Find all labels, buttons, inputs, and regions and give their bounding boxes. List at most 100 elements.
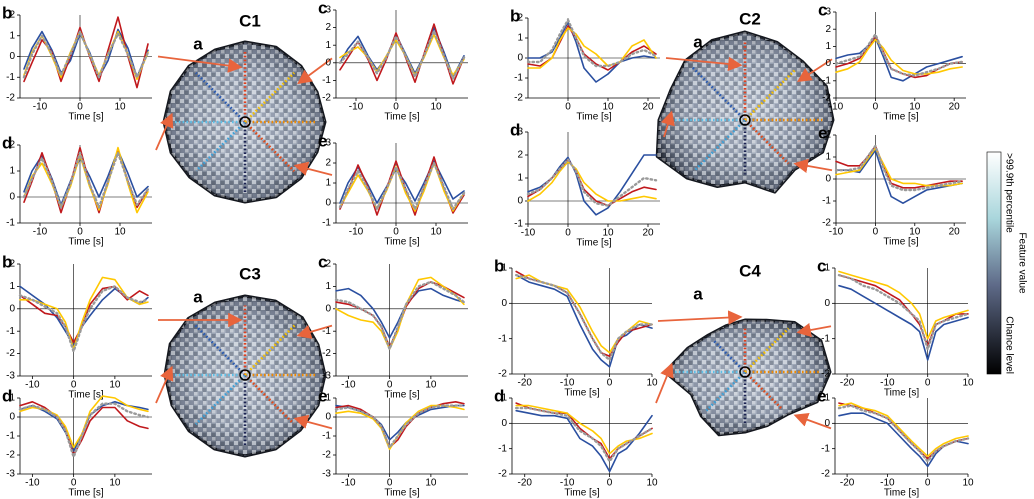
panel-letter: c bbox=[817, 256, 826, 275]
y-tick-label: -2 bbox=[6, 93, 15, 104]
series-line bbox=[527, 27, 657, 69]
cluster-title: C2 bbox=[739, 9, 761, 28]
arrow bbox=[796, 58, 833, 82]
y-tick-label: 0 bbox=[824, 418, 830, 429]
series-line bbox=[339, 156, 465, 216]
panel-letter: a bbox=[193, 34, 203, 53]
arrow bbox=[793, 158, 833, 173]
panel-letter: e bbox=[318, 131, 327, 150]
x-tick-label: 0 bbox=[873, 102, 879, 113]
arrow bbox=[665, 56, 743, 72]
trajectory-spoke bbox=[744, 68, 797, 121]
x-axis-label: Time [s] bbox=[68, 237, 103, 248]
y-tick-label: 1 bbox=[501, 263, 507, 274]
series-line bbox=[22, 151, 150, 209]
y-tick-label: 1 bbox=[9, 393, 15, 404]
series-line bbox=[837, 273, 970, 351]
x-tick-label: 10 bbox=[962, 378, 974, 389]
series-line bbox=[19, 276, 149, 350]
x-tick-label: -10 bbox=[349, 227, 364, 238]
x-axis-label: Time [s] bbox=[883, 237, 918, 248]
series-line bbox=[835, 147, 963, 187]
series-line bbox=[835, 38, 963, 75]
trajectory-spoke bbox=[744, 371, 784, 411]
x-tick-label: -10 bbox=[25, 380, 40, 391]
cluster-title: C1 bbox=[239, 11, 261, 30]
trajectory-spoke bbox=[194, 374, 246, 426]
y-tick-label: 1 bbox=[824, 393, 830, 404]
arrow bbox=[297, 57, 333, 85]
y-tick-label: -2 bbox=[498, 469, 507, 480]
series-line bbox=[515, 404, 653, 455]
series-line bbox=[335, 401, 465, 449]
y-tick-label: -1 bbox=[322, 326, 331, 337]
arrow bbox=[793, 412, 832, 430]
series-line bbox=[526, 158, 658, 207]
y-tick-label: 0 bbox=[517, 196, 523, 207]
arrow bbox=[657, 310, 743, 325]
x-axis-label: Time [s] bbox=[564, 388, 599, 399]
embedding-center bbox=[239, 369, 251, 381]
x-axis-label: Time [s] bbox=[884, 488, 919, 499]
series-line bbox=[515, 402, 653, 460]
series-line bbox=[335, 287, 465, 339]
y-tick-label: 1 bbox=[517, 33, 523, 44]
arrow bbox=[155, 112, 174, 151]
embedding: C3 a bbox=[155, 264, 333, 458]
x-tick-label: -10 bbox=[829, 227, 844, 238]
colorbar: Feature value>99.9th percentile Chance le… bbox=[986, 151, 1027, 375]
y-tick-label: 3 bbox=[825, 7, 831, 18]
series-line bbox=[338, 29, 466, 80]
series-line bbox=[339, 162, 465, 212]
panel-letter: a bbox=[693, 284, 703, 303]
arrow bbox=[660, 110, 675, 138]
colorbar-label: Chance level bbox=[1003, 316, 1014, 374]
y-tick-label: -1 bbox=[498, 333, 507, 344]
series-line bbox=[338, 161, 466, 211]
x-tick-label: 10 bbox=[646, 478, 658, 489]
panel-letter: c bbox=[318, 252, 327, 271]
y-tick-label: -1 bbox=[322, 431, 331, 442]
x-tick-label: 10 bbox=[602, 102, 614, 113]
x-tick-label: 0 bbox=[393, 102, 399, 113]
y-tick-label: -2 bbox=[322, 450, 331, 461]
series-line bbox=[838, 412, 969, 468]
x-axis-label: Time [s] bbox=[564, 488, 599, 499]
x-tick-label: 10 bbox=[962, 478, 974, 489]
y-tick-label: 2 bbox=[517, 13, 523, 24]
y-tick-label: -2 bbox=[322, 93, 331, 104]
panel-letter: d bbox=[2, 386, 12, 405]
x-axis-label: Time [s] bbox=[68, 390, 103, 401]
y-tick-label: -2 bbox=[821, 469, 830, 480]
x-tick-label: 0 bbox=[607, 378, 613, 389]
y-tick-label: -1 bbox=[322, 218, 331, 229]
x-axis-label: Time [s] bbox=[68, 488, 103, 499]
x-axis-label: Time [s] bbox=[68, 112, 103, 123]
x-tick-label: -10 bbox=[33, 102, 48, 113]
x-axis-label: Time [s] bbox=[384, 112, 419, 123]
panel-letter: d bbox=[510, 120, 520, 139]
x-tick-label: 10 bbox=[425, 478, 437, 489]
x-axis-label: Time [s] bbox=[384, 237, 419, 248]
y-tick-label: 1 bbox=[9, 30, 15, 41]
y-tick-label: 1 bbox=[325, 178, 331, 189]
y-tick-label: 3 bbox=[517, 127, 523, 138]
series-line bbox=[834, 33, 964, 77]
x-tick-label: -10 bbox=[33, 227, 48, 238]
y-tick-label: -2 bbox=[6, 348, 15, 359]
x-tick-label: 0 bbox=[925, 378, 931, 389]
trajectory-spoke bbox=[705, 371, 746, 412]
x-tick-label: -10 bbox=[560, 378, 575, 389]
y-tick-label: 2 bbox=[825, 24, 831, 35]
y-tick-label: 1 bbox=[325, 281, 331, 292]
series-line bbox=[18, 402, 150, 459]
y-tick-label: 2 bbox=[517, 150, 523, 161]
x-tick-label: 0 bbox=[393, 227, 399, 238]
